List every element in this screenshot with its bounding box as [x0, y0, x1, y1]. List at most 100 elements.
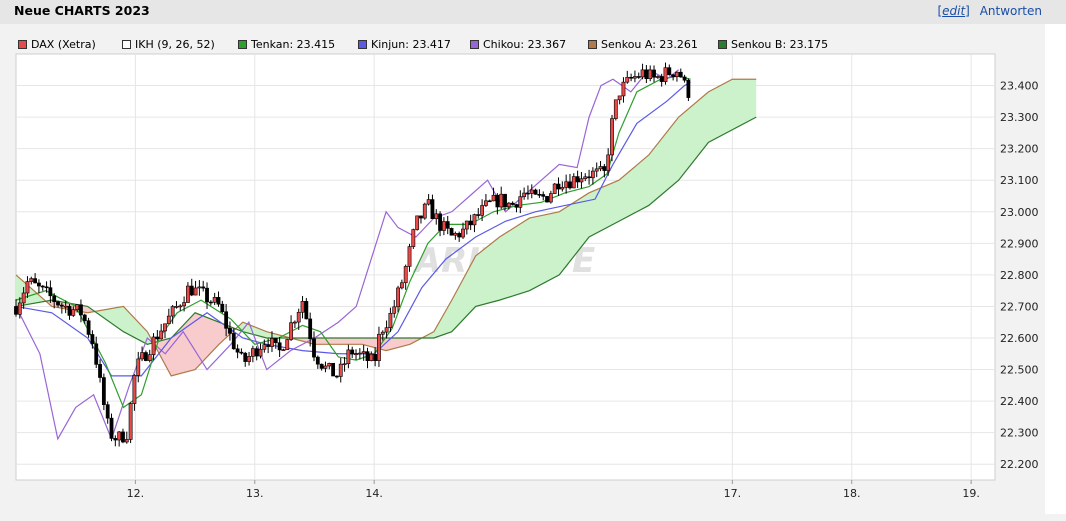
- candle-body-137: [537, 194, 542, 196]
- candle-body-148: [579, 178, 584, 183]
- candle-body-153: [598, 166, 603, 170]
- candle-body-30: [128, 403, 133, 440]
- candle-body-96: [380, 331, 385, 335]
- legend-item-6: Senkou B: 23.175: [718, 38, 828, 52]
- candle-body-26: [113, 438, 118, 441]
- legend-swatch-0: [18, 39, 27, 49]
- candle-body-81: [323, 365, 328, 369]
- candle-body-124: [487, 200, 492, 203]
- candle-body-141: [552, 183, 557, 194]
- candle-body-164: [640, 69, 645, 78]
- candle-body-80: [319, 363, 324, 369]
- candle-body-34: [143, 352, 148, 361]
- candle-body-93: [369, 353, 374, 361]
- candle-body-19: [86, 320, 91, 335]
- x-tick-label-3: 17.: [724, 487, 742, 500]
- ichimoku-chart: 22.200 22.300 22.400 22.500 22.600 22.700 22.8…: [14, 53, 1039, 500]
- candle-body-102: [403, 266, 408, 284]
- candle-body-94: [373, 353, 378, 361]
- candle-body-142: [556, 183, 561, 190]
- post-header: Neue CHARTS 2023 [edit] Antworten: [0, 0, 1066, 24]
- candle-body-168: [655, 76, 660, 78]
- candle-body-107: [422, 203, 427, 219]
- candle-body-136: [533, 189, 538, 195]
- candle-body-10: [52, 295, 57, 303]
- y-tick-label-2: 22.400: [1000, 395, 1039, 408]
- legend-swatch-1: [122, 39, 131, 49]
- chart-area: 22.200 22.300 22.400 22.500 22.600 22.700 22.8…: [0, 24, 1045, 514]
- candle-body-13: [63, 305, 68, 308]
- candle-body-75: [300, 301, 305, 313]
- candle-body-133: [522, 192, 527, 197]
- candle-body-77: [308, 318, 313, 340]
- candle-body-12: [59, 304, 64, 307]
- candle-body-71: [285, 339, 290, 351]
- candle-body-70: [281, 349, 286, 352]
- bracket-open: [: [937, 4, 943, 18]
- candle-body-116: [457, 233, 462, 238]
- candle-body-66: [266, 344, 271, 347]
- candle-body-86: [342, 363, 347, 366]
- candle-body-63: [254, 348, 259, 357]
- legend-swatch-6: [718, 39, 727, 49]
- candle-body-149: [583, 176, 588, 180]
- candle-body-82: [327, 362, 332, 367]
- candle-body-143: [560, 187, 565, 190]
- candle-body-165: [644, 69, 649, 79]
- candle-body-119: [468, 220, 473, 226]
- candle-body-159: [621, 81, 626, 97]
- candle-body-129: [506, 202, 511, 208]
- candle-body-45: [186, 285, 190, 303]
- candle-body-175: [682, 76, 687, 81]
- candle-body-130: [510, 202, 515, 205]
- y-tick-label-6: 22.800: [1000, 269, 1039, 282]
- candle-body-51: [208, 301, 213, 304]
- candle-body-131: [514, 204, 519, 208]
- candle-body-52: [212, 297, 217, 303]
- candle-body-120: [472, 214, 477, 226]
- candle-body-35: [147, 354, 152, 361]
- candle-body-49: [201, 286, 206, 289]
- legend-item-4: Chikou: 23.367: [470, 38, 566, 52]
- candle-body-132: [518, 196, 523, 208]
- legend-item-0: DAX (Xetra): [18, 38, 96, 52]
- candle-body-117: [461, 228, 465, 238]
- candle-body-113: [445, 221, 450, 229]
- candle-body-56: [228, 328, 232, 334]
- candle-body-91: [361, 351, 366, 354]
- legend-item-2: Tenkan: 23.415: [238, 38, 335, 52]
- legend-item-3: Kinjun: 23.417: [358, 38, 451, 52]
- candle-body-3: [25, 281, 30, 294]
- candle-body-92: [365, 351, 370, 361]
- candle-body-100: [396, 287, 400, 308]
- candle-body-29: [124, 439, 129, 443]
- candle-body-18: [82, 314, 87, 322]
- candle-body-58: [235, 348, 240, 353]
- candle-body-59: [239, 351, 244, 354]
- candle-body-20: [90, 334, 95, 345]
- candle-body-32: [136, 358, 141, 376]
- candle-body-69: [277, 342, 282, 351]
- legend-item-5: Senkou A: 23.261: [588, 38, 698, 52]
- candle-body-121: [476, 214, 481, 216]
- candle-body-170: [663, 67, 668, 82]
- candle-body-6: [37, 282, 41, 287]
- reply-link[interactable]: Antworten: [979, 4, 1042, 18]
- candle-body-87: [346, 349, 351, 365]
- candle-body-152: [594, 168, 599, 172]
- candle-body-8: [44, 286, 49, 289]
- candle-body-0: [14, 306, 18, 315]
- legend-item-1: IKH (9, 26, 52): [122, 38, 215, 52]
- edit-link[interactable]: edit: [942, 4, 966, 18]
- candle-body-41: [170, 306, 175, 317]
- legend-label-4: Chikou: 23.367: [483, 38, 567, 51]
- candle-body-99: [392, 306, 397, 314]
- candle-body-112: [441, 221, 446, 231]
- candle-body-138: [541, 194, 546, 197]
- candle-body-134: [526, 192, 530, 195]
- candle-body-111: [438, 213, 442, 231]
- candle-body-24: [105, 404, 110, 419]
- candle-body-155: [606, 154, 611, 171]
- header-links: [edit] Antworten: [937, 4, 1042, 18]
- candle-body-103: [407, 246, 412, 267]
